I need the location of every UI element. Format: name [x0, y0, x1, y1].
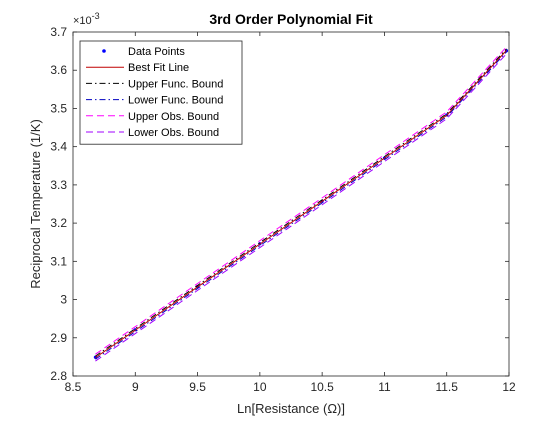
chart-title: 3rd Order Polynomial Fit — [209, 11, 373, 27]
x-tick-label: 8.5 — [65, 380, 82, 394]
y-tick-label: 3.1 — [50, 254, 67, 268]
y-tick-label: 3.6 — [50, 63, 67, 77]
y-tick-label: 3.2 — [50, 216, 67, 230]
x-tick-label: 9.5 — [189, 380, 206, 394]
y-multiplier-base: ×10 — [73, 15, 92, 27]
series-line-2 — [95, 50, 507, 359]
legend-entry: Data Points — [128, 46, 185, 58]
y-tick-label: 3.5 — [50, 101, 67, 115]
x-axis-label: Ln[Resistance (Ω)] — [237, 401, 345, 416]
y-tick-label: 3.3 — [50, 178, 67, 192]
y-tick-label: 3.7 — [50, 25, 67, 39]
y-multiplier-exponent: -3 — [92, 11, 100, 21]
legend-entry: Lower Obs. Bound — [128, 127, 219, 139]
axes-box — [72, 31, 510, 377]
x-tick-label: 9 — [132, 380, 139, 394]
legend-box — [79, 40, 243, 145]
legend-entry: Best Fit Line — [128, 62, 189, 74]
series-line-5 — [95, 46, 507, 355]
x-tick-label: 11.5 — [435, 380, 458, 394]
y-axis-multiplier: ×10-3 — [73, 11, 100, 27]
x-tick-label: 12 — [502, 380, 516, 394]
legend-entry: Upper Obs. Bound — [128, 111, 219, 123]
y-tick-label: 3.4 — [50, 140, 67, 154]
y-axis-label: Reciprocal Temperature (1/K) — [28, 119, 43, 289]
x-tick-label: 11 — [378, 380, 391, 394]
series-line-4 — [95, 51, 507, 360]
legend-entry: Upper Func. Bound — [128, 78, 223, 90]
legend-marker — [102, 49, 106, 53]
series-line-6 — [95, 53, 507, 362]
series-line-3 — [95, 48, 507, 357]
x-tick-label: 10.5 — [310, 380, 334, 394]
x-tick-label: 10 — [253, 380, 267, 394]
y-tick-label: 3 — [60, 293, 67, 307]
legend: Data Points Best Fit Line Upper Func. Boun… — [79, 40, 243, 145]
legend-entry: Lower Func. Bound — [128, 95, 223, 107]
y-tick-label: 2.8 — [50, 369, 67, 383]
y-tick-label: 2.9 — [50, 331, 67, 345]
